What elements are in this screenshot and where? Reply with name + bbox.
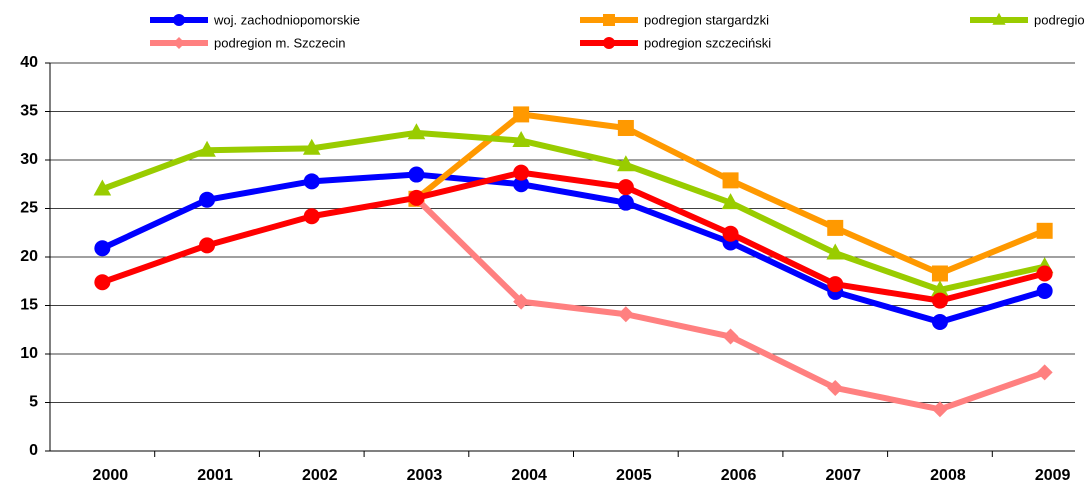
series bbox=[408, 106, 1053, 282]
marker bbox=[1036, 364, 1053, 381]
marker bbox=[512, 131, 530, 147]
x-tick-label: 2001 bbox=[197, 467, 233, 484]
x-tick-label: 2003 bbox=[407, 467, 443, 484]
x-tick-label: 2005 bbox=[616, 467, 652, 484]
legend-item: podregion koszaliński bbox=[970, 12, 1085, 27]
marker bbox=[407, 123, 426, 140]
legend-label: podregion stargardzki bbox=[644, 12, 769, 27]
y-tick-label: 20 bbox=[20, 248, 38, 265]
y-tick-label: 10 bbox=[20, 345, 38, 362]
legend-item: woj. zachodniopomorskie bbox=[150, 12, 360, 27]
marker bbox=[603, 37, 615, 49]
x-tick-label: 2000 bbox=[93, 467, 129, 484]
marker bbox=[722, 328, 739, 345]
marker bbox=[931, 292, 948, 309]
marker bbox=[931, 280, 949, 297]
legend-item: podregion stargardzki bbox=[580, 12, 769, 27]
y-tick-label: 0 bbox=[29, 442, 38, 459]
marker bbox=[198, 140, 216, 157]
x-tick-label: 2009 bbox=[1035, 467, 1071, 484]
y-tick-label: 25 bbox=[20, 200, 38, 217]
marker bbox=[513, 106, 530, 123]
marker bbox=[173, 14, 185, 26]
y-tick-label: 40 bbox=[20, 54, 38, 71]
marker bbox=[721, 193, 740, 210]
y-tick-label: 5 bbox=[29, 394, 38, 411]
series bbox=[408, 190, 1053, 418]
y-tick-label: 35 bbox=[20, 103, 38, 120]
marker bbox=[617, 306, 634, 323]
marker bbox=[513, 293, 530, 310]
series bbox=[93, 123, 1054, 297]
marker bbox=[617, 155, 635, 172]
marker bbox=[603, 14, 615, 26]
y-tick-label: 15 bbox=[20, 297, 38, 314]
line bbox=[101, 171, 1046, 325]
x-tick-label: 2004 bbox=[511, 467, 547, 484]
marker bbox=[513, 164, 530, 181]
marker bbox=[826, 243, 845, 260]
marker bbox=[1036, 282, 1053, 299]
legend-item: podregion szczeciński bbox=[580, 35, 771, 50]
marker bbox=[303, 208, 320, 225]
marker bbox=[722, 172, 739, 189]
line bbox=[101, 169, 1046, 304]
marker bbox=[303, 173, 320, 190]
marker bbox=[199, 191, 216, 208]
marker bbox=[617, 119, 634, 136]
series bbox=[94, 164, 1053, 309]
marker bbox=[931, 401, 948, 418]
marker bbox=[408, 189, 425, 206]
marker bbox=[617, 179, 634, 196]
marker bbox=[1036, 265, 1053, 282]
legend-label: woj. zachodniopomorskie bbox=[213, 12, 360, 27]
marker bbox=[827, 219, 844, 236]
marker bbox=[617, 194, 634, 211]
marker bbox=[931, 313, 948, 330]
marker bbox=[722, 225, 739, 242]
line bbox=[101, 129, 1046, 293]
marker bbox=[827, 276, 844, 293]
x-tick-label: 2008 bbox=[930, 467, 966, 484]
marker bbox=[173, 37, 185, 49]
marker bbox=[199, 237, 216, 254]
x-tick-label: 2002 bbox=[302, 467, 338, 484]
legend-item: podregion m. Szczecin bbox=[150, 35, 346, 50]
legend-label: podregion koszaliński bbox=[1034, 12, 1085, 27]
marker bbox=[94, 240, 111, 257]
marker bbox=[992, 12, 1006, 25]
marker bbox=[931, 265, 948, 282]
y-tick-label: 30 bbox=[20, 151, 38, 168]
marker bbox=[302, 138, 321, 155]
marker bbox=[93, 179, 112, 196]
marker bbox=[408, 166, 425, 183]
legend-label: podregion szczeciński bbox=[644, 35, 771, 50]
marker bbox=[513, 176, 530, 193]
x-tick-label: 2007 bbox=[825, 467, 861, 484]
legend-label: podregion m. Szczecin bbox=[214, 35, 346, 50]
x-tick-label: 2006 bbox=[721, 467, 757, 484]
marker bbox=[1036, 222, 1053, 239]
marker bbox=[827, 379, 844, 396]
marker bbox=[94, 274, 111, 291]
